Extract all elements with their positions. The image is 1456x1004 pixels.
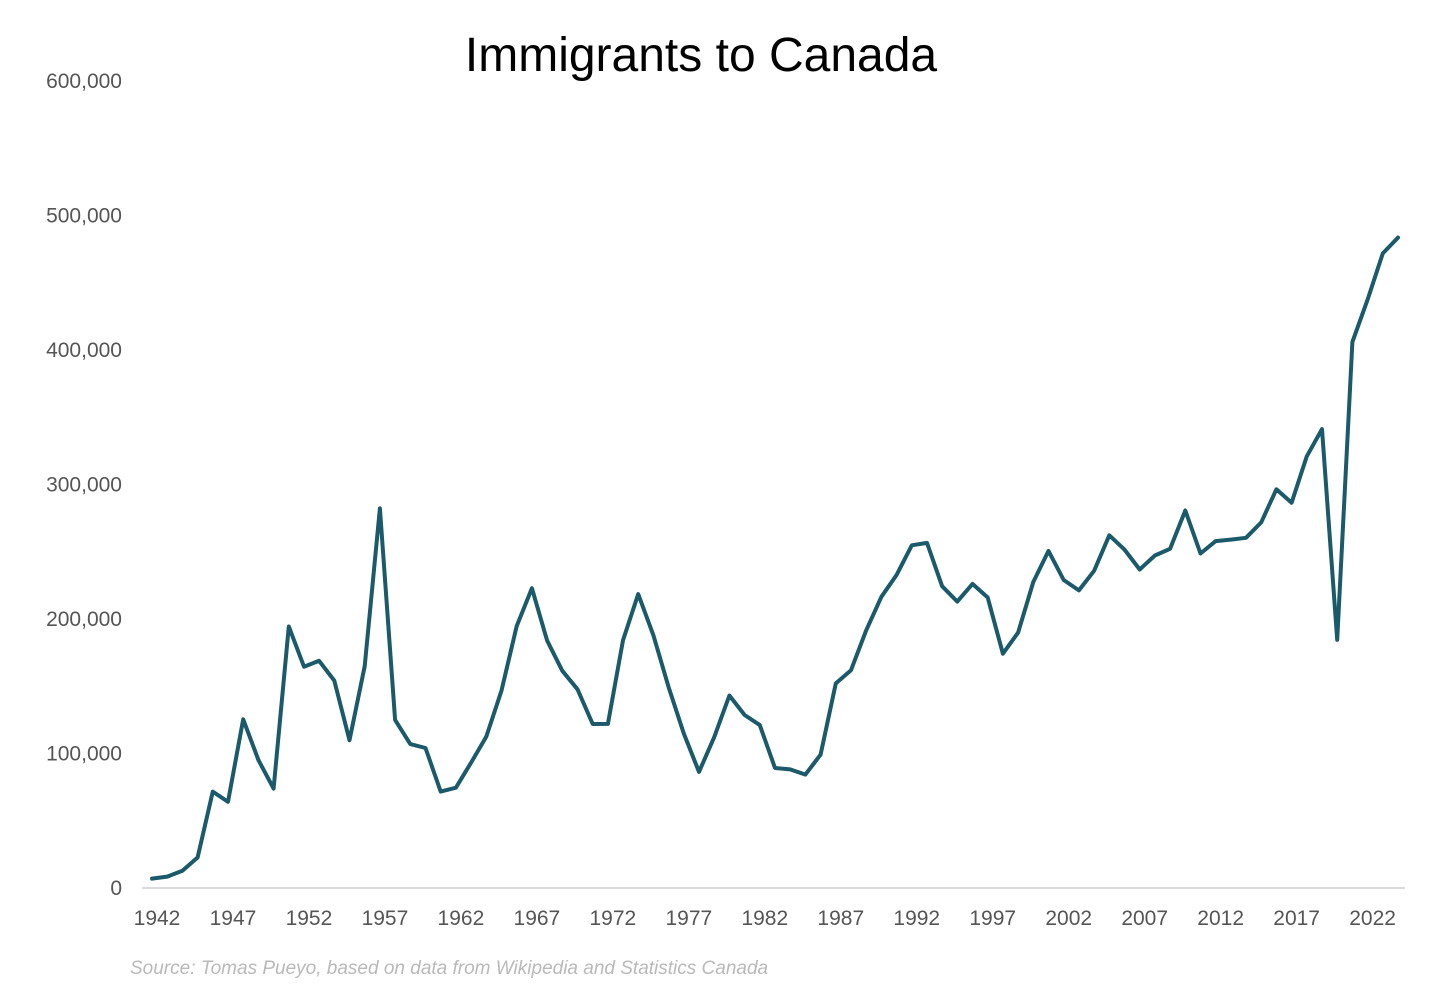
x-tick-label: 1992 (893, 907, 940, 930)
x-tick-label: 1997 (969, 907, 1016, 930)
series-line-immigrants (150, 235, 1400, 881)
x-tick-label: 1972 (589, 907, 636, 930)
y-tick-label: 600,000 (46, 70, 122, 93)
x-tick-label: 2022 (1349, 907, 1396, 930)
y-axis-tick-labels: 0 100,000 200,000 300,000 400,000 500,000 600,… (46, 70, 122, 900)
y-tick-label: 500,000 (46, 205, 122, 228)
y-tick-label: 100,000 (46, 743, 122, 766)
chart-title: Immigrants to Canada (465, 29, 938, 82)
x-tick-label: 1952 (286, 907, 333, 930)
x-tick-label: 1977 (665, 907, 712, 930)
x-tick-label: 1967 (514, 907, 561, 930)
x-tick-label: 1982 (741, 907, 788, 930)
x-tick-label: 2007 (1121, 907, 1168, 930)
y-tick-label: 200,000 (46, 608, 122, 631)
x-tick-label: 1942 (134, 907, 181, 930)
y-tick-label: 400,000 (46, 339, 122, 362)
source-note: Source: Tomas Pueyo, based on data from … (130, 958, 768, 979)
x-tick-label: 1987 (817, 907, 864, 930)
x-axis-tick-labels: 1942 1947 1952 1957 1962 1967 1972 1977 1982 1987… (134, 907, 1396, 930)
x-tick-label: 1962 (438, 907, 485, 930)
x-tick-label: 2002 (1045, 907, 1092, 930)
x-tick-label: 1947 (210, 907, 257, 930)
x-tick-label: 1957 (362, 907, 409, 930)
y-tick-label: 0 (110, 877, 122, 900)
x-tick-label: 2017 (1273, 907, 1320, 930)
x-tick-label: 2012 (1197, 907, 1244, 930)
y-tick-label: 300,000 (46, 474, 122, 497)
